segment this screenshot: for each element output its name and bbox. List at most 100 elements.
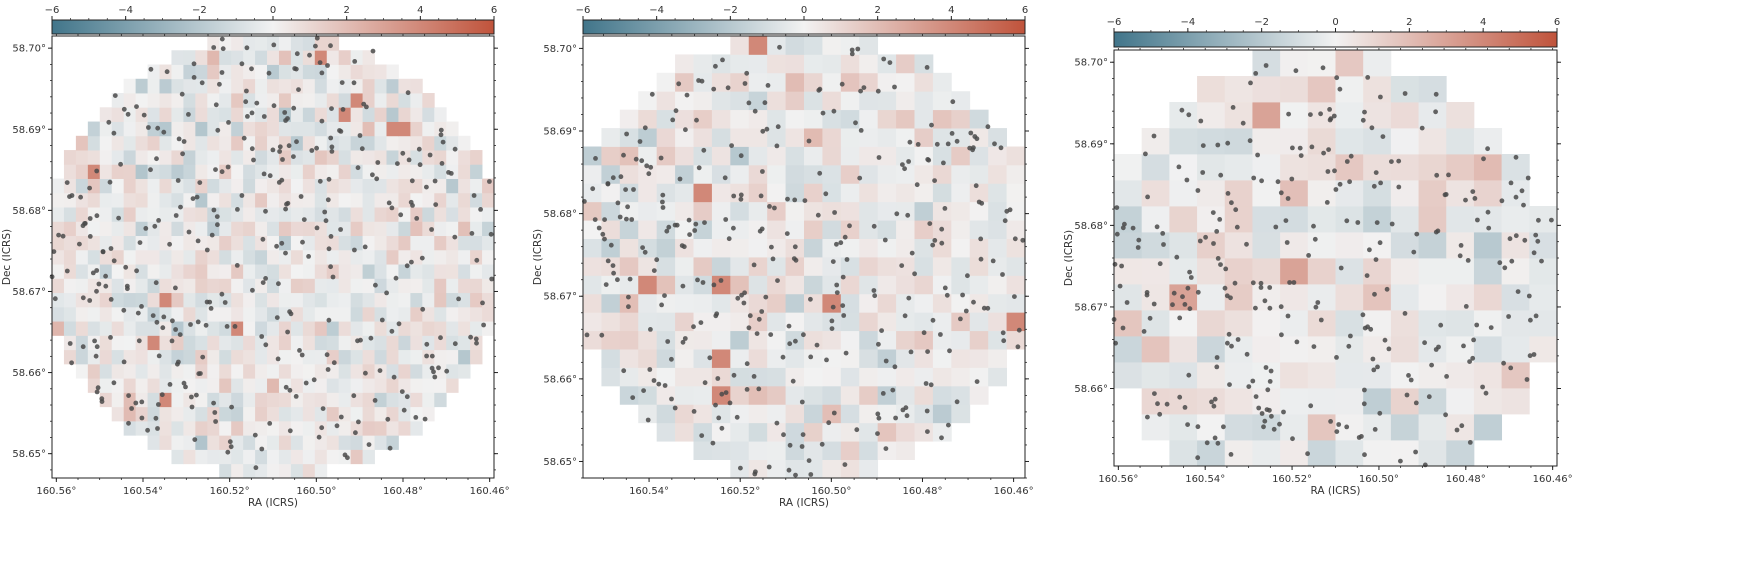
heatmap-cell	[1224, 102, 1253, 129]
scatter-point	[768, 332, 774, 337]
heatmap-cell	[267, 192, 280, 208]
heatmap-cell	[290, 36, 304, 51]
heatmap-cell	[748, 422, 768, 442]
heatmap-cell	[398, 93, 411, 108]
heatmap-cell	[730, 128, 750, 147]
scatter-point	[853, 120, 858, 126]
heatmap-cell	[386, 235, 399, 251]
scatter-point	[610, 175, 616, 181]
heatmap-cell	[243, 292, 256, 308]
scatter-point	[387, 445, 393, 451]
scatter-point	[401, 407, 407, 413]
scatter-point	[830, 259, 836, 264]
scatter-point	[1327, 107, 1332, 112]
heatmap-cell	[219, 207, 232, 222]
heatmap-cell	[619, 146, 639, 166]
scatter-point	[1215, 256, 1221, 261]
heatmap-cell	[804, 367, 823, 387]
heatmap-cell	[63, 292, 77, 308]
scatter-point	[253, 465, 259, 471]
heatmap-cell	[350, 207, 363, 222]
heatmap-cell	[350, 321, 363, 336]
heatmap-cell	[675, 293, 694, 313]
heatmap-cell	[302, 420, 316, 436]
heatmap-cell	[362, 207, 375, 222]
scatter-point	[1404, 392, 1410, 398]
scatter-point	[409, 259, 414, 265]
heatmap-cell	[326, 93, 340, 108]
heatmap-cell	[422, 178, 435, 194]
heatmap-cell	[75, 150, 89, 165]
x-axis-label: RA (ICRS)	[779, 497, 829, 509]
scatter-point	[1406, 373, 1411, 378]
scatter-point	[829, 326, 835, 331]
heatmap-cell	[123, 78, 137, 94]
scatter-point	[806, 458, 812, 463]
heatmap-cell	[350, 64, 363, 80]
heatmap-cell	[767, 146, 786, 166]
heatmap-cell	[111, 349, 125, 365]
scatter-point	[227, 439, 233, 445]
heatmap-cell	[231, 36, 244, 51]
heatmap-cell	[877, 91, 897, 111]
scatter-point	[590, 186, 596, 192]
scatter-point	[1262, 298, 1268, 304]
scatter-point	[87, 185, 92, 191]
heatmap-cell	[171, 221, 184, 237]
heatmap-cell	[619, 349, 639, 368]
heatmap-cell	[386, 292, 399, 308]
scatter-point	[406, 157, 412, 163]
heatmap-cell	[619, 385, 639, 405]
heatmap-cell	[52, 207, 65, 222]
scatter-point	[328, 234, 334, 239]
heatmap-cell	[267, 406, 280, 422]
heatmap-cell	[374, 107, 387, 122]
heatmap-cell	[434, 178, 447, 194]
heatmap-cell	[338, 235, 352, 251]
heatmap-cell	[159, 435, 172, 450]
heatmap-cell	[243, 121, 256, 137]
heatmap-cell	[804, 422, 823, 442]
heatmap-cell	[183, 78, 196, 94]
heatmap-cell	[219, 150, 232, 165]
scatter-point	[967, 145, 973, 151]
heatmap-cell	[748, 36, 768, 55]
heatmap-cell	[951, 91, 971, 111]
heatmap-cell	[914, 275, 934, 295]
scatter-point	[1515, 289, 1521, 294]
heatmap-cell	[135, 406, 148, 422]
heatmap-cell	[656, 257, 676, 276]
heatmap-cell	[822, 146, 842, 166]
scatter-point	[1185, 422, 1190, 427]
heatmap-cell	[87, 135, 101, 151]
heatmap-cell	[446, 121, 459, 137]
heatmap-cell	[207, 107, 220, 122]
scatter-point	[758, 193, 764, 199]
scatter-point	[80, 295, 86, 301]
heatmap-cell	[326, 435, 340, 450]
heatmap-cell	[87, 221, 101, 237]
heatmap-cell	[290, 221, 304, 237]
scatter-point	[1378, 94, 1383, 100]
heatmap-cell	[314, 150, 328, 165]
heatmap-cell	[410, 278, 423, 294]
heatmap-cell	[840, 441, 860, 460]
heatmap-cell	[243, 150, 256, 165]
heatmap-cell	[350, 278, 363, 294]
heatmap-cell	[350, 150, 363, 165]
heatmap-cell	[302, 264, 316, 279]
heatmap-cell	[1307, 128, 1336, 155]
colorbar-tick-label: 4	[417, 5, 423, 16]
colorbar-tick-label: −6	[576, 5, 591, 16]
scatter-point	[1328, 419, 1333, 424]
heatmap-cell	[422, 249, 435, 265]
scatter-point	[641, 388, 646, 393]
heatmap-cell	[410, 249, 423, 265]
heatmap-cell	[290, 292, 304, 308]
heatmap-cell	[183, 150, 196, 165]
heatmap-cell	[730, 404, 750, 424]
heatmap-cell	[99, 306, 113, 322]
scatter-point	[1305, 451, 1310, 457]
heatmap-cell	[482, 278, 495, 294]
heatmap-cell	[135, 306, 148, 322]
